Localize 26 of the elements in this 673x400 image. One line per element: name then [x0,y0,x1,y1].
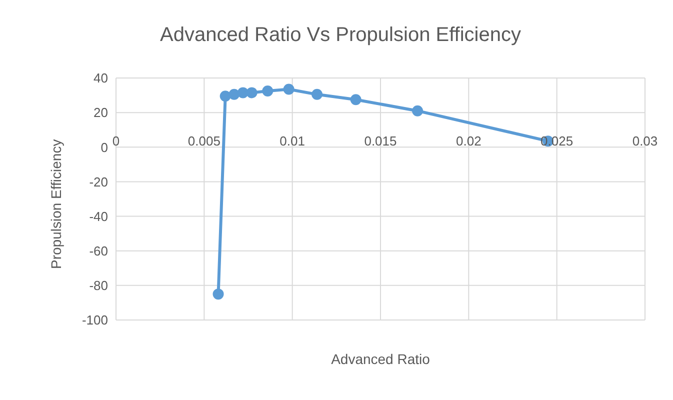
y-tick-label: 40 [94,70,108,86]
point [228,88,240,100]
y-tick-label: -60 [89,243,108,258]
x-tick-label: 0.005 [188,134,220,149]
point [283,84,294,95]
x-tick-label: 0 [112,134,120,149]
point [220,90,231,102]
point [412,105,424,116]
y-axis-title: Propulsion Efficiency [48,139,64,269]
x-tick-label: 0.03 [632,134,658,149]
x-tick-label: 0.02 [456,134,482,149]
point [350,94,362,106]
point [262,85,274,96]
y-tick-label: 20 [94,105,108,120]
y-tick-label: -80 [89,278,108,294]
x-tick-label: 0.015 [364,134,397,149]
y-tick-label: -40 [89,208,108,224]
x-axis-title: Advanced Ratio [331,351,430,367]
y-tick-label: -20 [89,174,108,190]
chart-title: Advanced Ratio Vs Propulsion Efficiency [159,24,522,47]
point [212,288,224,300]
x-tick-label: 0.01 [280,134,305,149]
point [312,88,323,100]
y-tick-label: -100 [82,312,108,328]
point [237,87,248,98]
point [246,87,258,98]
